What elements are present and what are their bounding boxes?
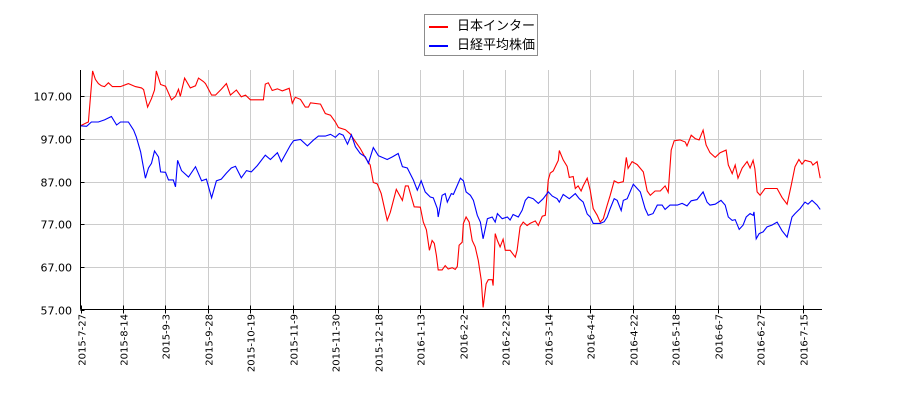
x-tick-label: 2016-4-22 bbox=[630, 314, 641, 366]
nihon-inter-line bbox=[80, 70, 821, 308]
x-tick-label: 2015-8-14 bbox=[120, 314, 131, 366]
x-tick-label: 2015-11-9 bbox=[290, 314, 301, 366]
blue-line-swatch-icon bbox=[429, 45, 448, 47]
legend-item-nihon-inter: 日本インター bbox=[425, 18, 535, 36]
legend-label: 日本インター bbox=[457, 19, 536, 34]
series-lines bbox=[80, 70, 821, 308]
x-tick-label: 2016-5-18 bbox=[672, 314, 683, 366]
x-tick-label: 2015-9-28 bbox=[205, 314, 216, 366]
axes bbox=[80, 70, 822, 314]
x-tick-label: 2015-7-27 bbox=[78, 314, 89, 366]
y-axis-tick-labels: 57.00 67.00 77.00 87.00 97.00 107.00 bbox=[34, 91, 73, 318]
gridlines bbox=[80, 70, 822, 310]
legend: 日本インター 日経平均株価 bbox=[424, 14, 538, 56]
y-tick-label: 87.00 bbox=[41, 177, 73, 190]
red-line-swatch-icon bbox=[429, 26, 448, 28]
y-tick-label: 97.00 bbox=[41, 134, 73, 147]
legend-item-nikkei-average: 日経平均株価 bbox=[425, 37, 535, 55]
x-tick-label: 2016-6-27 bbox=[757, 314, 768, 366]
legend-label: 日経平均株価 bbox=[457, 38, 536, 53]
x-tick-label: 2015-9-3 bbox=[162, 314, 173, 359]
y-tick-label: 77.00 bbox=[41, 219, 73, 232]
nikkei-average-line bbox=[80, 115, 821, 241]
x-tick-label: 2016-1-13 bbox=[417, 314, 428, 366]
x-tick-label: 2015-10-19 bbox=[247, 314, 258, 372]
x-tick-label: 2016-3-14 bbox=[545, 314, 556, 366]
x-tick-label: 2016-2-2 bbox=[460, 314, 471, 359]
y-tick-label: 67.00 bbox=[41, 262, 73, 275]
x-tick-label: 2016-7-15 bbox=[800, 314, 811, 366]
x-tick-label: 2015-12-18 bbox=[375, 314, 386, 372]
x-tick-label: 2015-11-30 bbox=[332, 314, 343, 372]
x-tick-label: 2016-2-23 bbox=[502, 314, 513, 366]
y-tick-label: 107.00 bbox=[34, 91, 73, 104]
x-axis-tick-labels: 2015-7-27 2015-8-14 2015-9-3 2015-9-28 2015-… bbox=[78, 314, 811, 372]
x-tick-label: 2016-4-4 bbox=[587, 314, 598, 359]
x-tick-label: 2016-6-7 bbox=[715, 314, 726, 359]
y-tick-label: 57.00 bbox=[41, 305, 73, 318]
